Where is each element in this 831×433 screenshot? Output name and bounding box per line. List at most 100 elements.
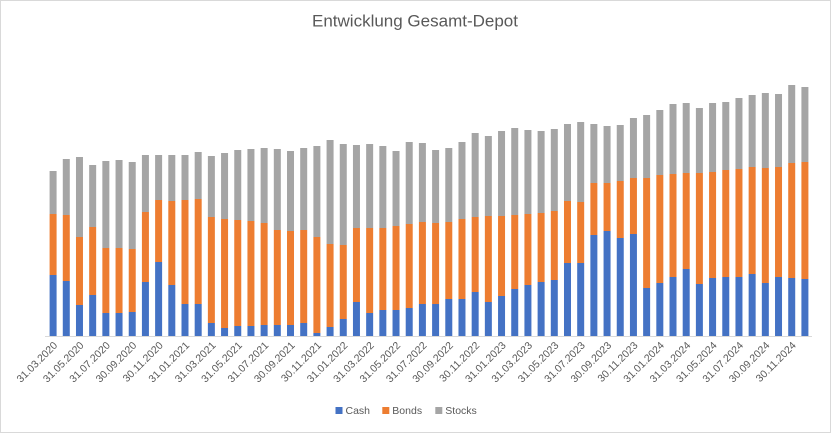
bar-segment [89,295,97,336]
bar-segment [115,248,123,313]
bar-segment [128,312,136,336]
bar-segment [775,277,783,336]
bar-segment [273,230,281,325]
bar-segment [392,151,400,226]
bar-segment [102,161,110,248]
bar-segment [181,200,189,304]
bar-segment [775,167,783,277]
bar-segment [102,313,110,336]
bar-segment [735,169,743,277]
bar-segment [498,216,506,296]
bar-segment [524,130,532,214]
bar-segment [260,223,268,325]
bar-segment [709,103,717,172]
bar-segment [300,148,308,230]
bar-segment [550,280,558,336]
bar-segment [300,323,308,336]
bar-segment [102,248,110,313]
bar-segment [775,94,783,167]
bar-segment [590,235,598,336]
bar-segment [603,183,611,231]
bar-segment [326,327,334,336]
bar-segment [629,118,637,178]
bar-segment [379,310,387,336]
bar-segment [761,93,769,168]
bar-segment [722,170,730,277]
bar-segment [511,215,519,289]
bar-segment [550,211,558,280]
bar-segment [695,173,703,284]
bar-segment [405,142,413,224]
bar-segment [629,178,637,234]
bar-segment [656,175,664,283]
bar-segment [722,102,730,170]
bar-segment [75,237,83,305]
bar-segment [656,110,664,175]
bar-segment [445,299,453,336]
bar-segment [524,285,532,336]
bar-segment [471,217,479,292]
bar-segment [603,231,611,336]
bar-segment [761,283,769,336]
bar-segment [273,325,281,336]
bar-segment [326,244,334,327]
bar-segment [498,131,506,216]
bar-segment [629,234,637,336]
bar-segment [313,333,321,336]
bar-segment [379,228,387,310]
bar-segment [682,103,690,173]
bar-segment [432,304,440,336]
bar-segment [669,104,677,174]
bar-segment [616,238,624,336]
bar-segment [313,237,321,333]
bar-segment [735,98,743,169]
bar-segment [247,221,255,326]
bar-segment [484,216,492,302]
bar-segment [484,302,492,336]
bar-segment [801,279,809,336]
bar-segment [511,289,519,336]
bar-segment [287,151,295,231]
bar-segment [168,201,176,285]
bar-segment [89,227,97,295]
bar-segment [352,145,360,228]
bar-segment [643,115,651,178]
bar-segment [194,152,202,199]
legend-swatch [435,407,443,414]
bar-segment [669,174,677,277]
bar-segment [537,131,545,213]
bar-segment [682,269,690,336]
bar-segment [141,282,149,336]
bar-segment [181,155,189,200]
bar-segment [366,313,374,336]
bar-segment [260,325,268,336]
bar-segment [590,183,598,235]
legend-label: Bonds [392,405,422,417]
bar-segment [748,274,756,336]
bar-segment [221,328,229,336]
bar-segment [352,228,360,302]
bar-segment [155,155,163,200]
bar-segment [207,323,215,336]
bar-segment [418,222,426,304]
bar-segment [418,304,426,336]
bar-segment [603,126,611,183]
bar-segment [194,199,202,304]
bar-segment [695,108,703,173]
bar-segment [128,162,136,249]
legend-swatch [382,407,390,414]
bar-segment [207,217,215,323]
bar-segment [339,245,347,319]
bar-segment [682,173,690,269]
bar-segment [352,302,360,336]
bar-segment [537,282,545,336]
bar-segment [445,148,453,222]
bar-segment [458,299,466,336]
bar-segment [405,308,413,336]
bar-segment [656,283,664,336]
bar-segment [577,202,585,263]
bar-segment [234,220,242,326]
bar-segment [115,160,123,248]
bar-segment [563,263,571,336]
